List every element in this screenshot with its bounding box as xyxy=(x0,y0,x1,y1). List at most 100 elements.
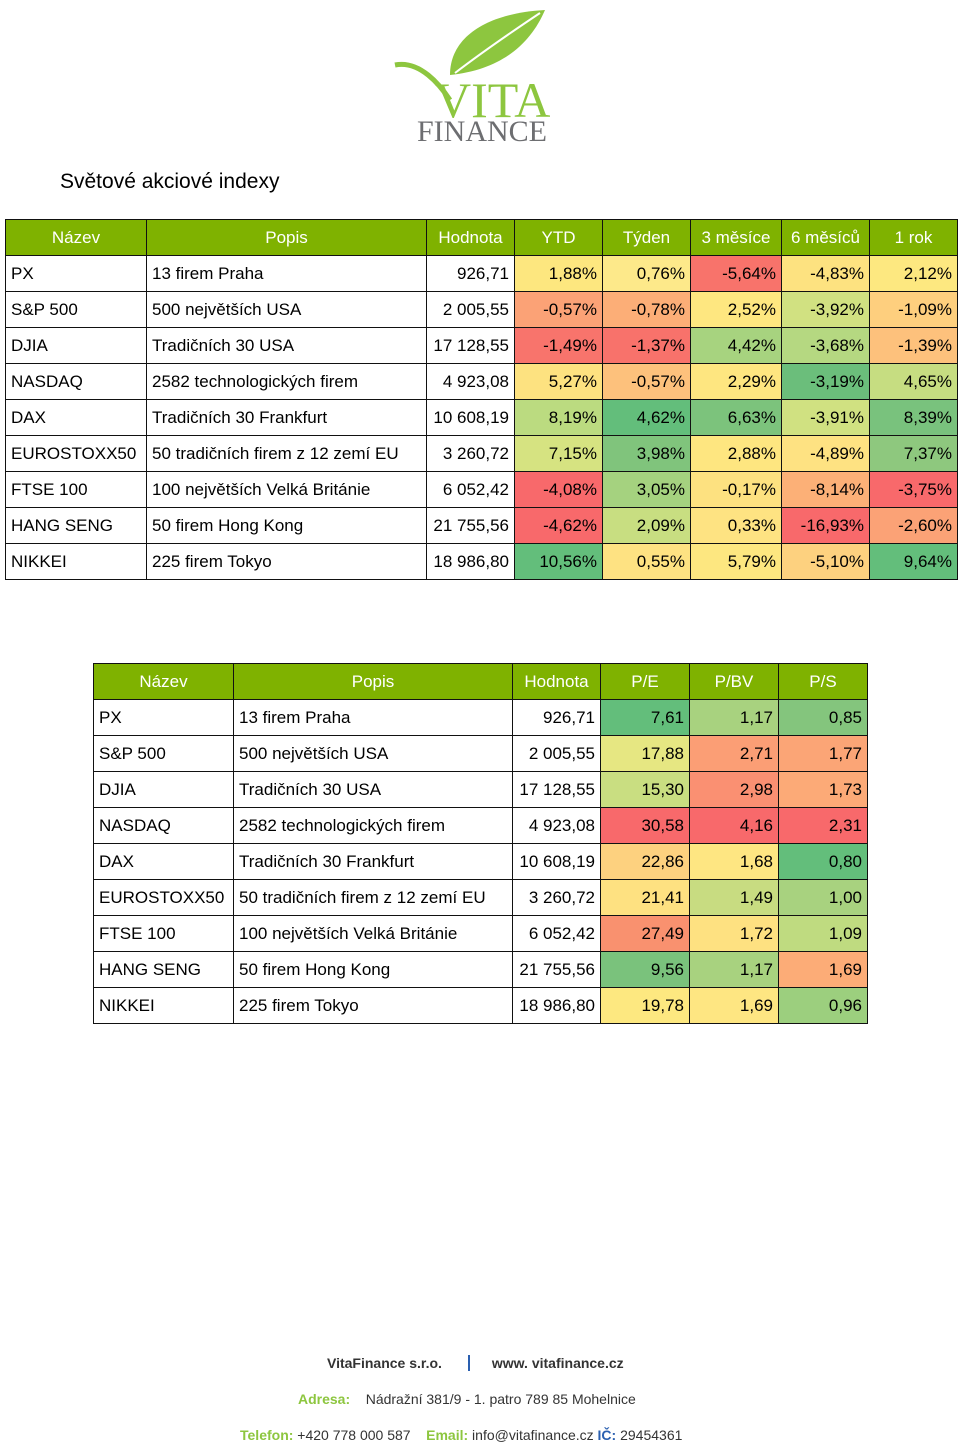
cell-metric: 4,62% xyxy=(602,399,691,436)
cell-value: 4 923,08 xyxy=(426,363,515,400)
cell-value: 18 986,80 xyxy=(512,987,601,1024)
footer-phone: +420 778 000 587 xyxy=(297,1427,411,1443)
footer-address-label: Adresa: xyxy=(298,1391,351,1407)
cell-value: 21 755,56 xyxy=(512,951,601,988)
cell-metric: -16,93% xyxy=(781,507,870,544)
cell-description: 225 firem Tokyo xyxy=(146,543,427,580)
cell-metric: 9,64% xyxy=(869,543,958,580)
cell-metric: 5,27% xyxy=(514,363,603,400)
cell-metric: 3,05% xyxy=(602,471,691,508)
cell-metric: -1,37% xyxy=(602,327,691,364)
cell-metric: -3,75% xyxy=(869,471,958,508)
header-popis: Popis xyxy=(146,219,427,256)
cell-metric: 4,42% xyxy=(690,327,782,364)
cell-value: 926,71 xyxy=(426,255,515,292)
cell-index-name: DAX xyxy=(93,843,234,880)
table-row: S&P 500 500 největších USA 2 005,55 17,88 2,… xyxy=(93,735,868,772)
cell-value: 10 608,19 xyxy=(426,399,515,436)
cell-metric: 6,63% xyxy=(690,399,782,436)
cell-description: 2582 technologických firem xyxy=(146,363,427,400)
cell-index-name: NIKKEI xyxy=(93,987,234,1024)
cell-metric: 15,30 xyxy=(600,771,690,808)
cell-description: 100 největších Velká Británie xyxy=(233,915,513,952)
cell-metric: -4,89% xyxy=(781,435,870,472)
header-ps: P/S xyxy=(778,663,868,700)
cell-index-name: NIKKEI xyxy=(5,543,147,580)
cell-description: 50 firem Hong Kong xyxy=(233,951,513,988)
cell-index-name: DJIA xyxy=(93,771,234,808)
footer-address: Nádražní 381/9 - 1. patro 789 85 Mohelni… xyxy=(365,1391,636,1407)
cell-value: 2 005,55 xyxy=(426,291,515,328)
cell-index-name: DJIA xyxy=(5,327,147,364)
valuation-ratios-table: Název Popis Hodnota P/E P/BV P/S PX 13 fi… xyxy=(93,663,868,1024)
vita-finance-logo: VITA FINANCE xyxy=(380,5,580,150)
cell-metric: 0,80 xyxy=(778,843,868,880)
cell-metric: -3,19% xyxy=(781,363,870,400)
cell-metric: -0,78% xyxy=(602,291,691,328)
footer-phone-label: Telefon: xyxy=(240,1427,294,1443)
cell-metric: -4,62% xyxy=(514,507,603,544)
table-row: S&P 500 500 největších USA 2 005,55 -0,57% -… xyxy=(5,291,958,328)
cell-metric: 1,49 xyxy=(689,879,779,916)
cell-metric: 1,88% xyxy=(514,255,603,292)
table-row: FTSE 100 100 největších Velká Británie 6 0… xyxy=(93,915,868,952)
cell-metric: -3,92% xyxy=(781,291,870,328)
table-row: PX 13 firem Praha 926,71 7,61 1,17 0,85 xyxy=(93,699,868,736)
cell-metric: 1,17 xyxy=(689,951,779,988)
cell-metric: 17,88 xyxy=(600,735,690,772)
cell-description: 13 firem Praha xyxy=(233,699,513,736)
footer-contact-line: Telefon: +420 778 000 587 Email: info@vi… xyxy=(240,1427,682,1443)
cell-metric: 19,78 xyxy=(600,987,690,1024)
table-header-row: Název Popis Hodnota YTD Týden 3 měsíce 6… xyxy=(5,219,958,256)
cell-metric: -1,49% xyxy=(514,327,603,364)
table-row: HANG SENG 50 firem Hong Kong 21 755,56 -4,6… xyxy=(5,507,958,544)
cell-value: 926,71 xyxy=(512,699,601,736)
header-hodnota: Hodnota xyxy=(512,663,601,700)
cell-description: 50 tradičních firem z 12 zemí EU xyxy=(233,879,513,916)
cell-index-name: PX xyxy=(93,699,234,736)
header-ytd: YTD xyxy=(514,219,603,256)
cell-metric: 4,16 xyxy=(689,807,779,844)
cell-value: 10 608,19 xyxy=(512,843,601,880)
table-row: NIKKEI 225 firem Tokyo 18 986,80 19,78 1,69 0… xyxy=(93,987,868,1024)
cell-description: 500 největších USA xyxy=(233,735,513,772)
cell-value: 3 260,72 xyxy=(512,879,601,916)
header-popis: Popis xyxy=(233,663,513,700)
cell-metric: 8,39% xyxy=(869,399,958,436)
cell-metric: 5,79% xyxy=(690,543,782,580)
footer-email-link[interactable]: info@vitafinance.cz xyxy=(472,1427,594,1443)
cell-metric: 1,69 xyxy=(778,951,868,988)
footer-ic-label: IČ: xyxy=(597,1427,617,1443)
cell-index-name: HANG SENG xyxy=(5,507,147,544)
cell-metric: 7,37% xyxy=(869,435,958,472)
cell-description: 13 firem Praha xyxy=(146,255,427,292)
header-tyden: Týden xyxy=(602,219,691,256)
cell-metric: 2,98 xyxy=(689,771,779,808)
cell-value: 6 052,42 xyxy=(512,915,601,952)
cell-metric: -5,10% xyxy=(781,543,870,580)
table-row: HANG SENG 50 firem Hong Kong 21 755,56 9,56… xyxy=(93,951,868,988)
cell-index-name: FTSE 100 xyxy=(5,471,147,508)
cell-metric: 21,41 xyxy=(600,879,690,916)
cell-value: 3 260,72 xyxy=(426,435,515,472)
cell-value: 4 923,08 xyxy=(512,807,601,844)
cell-metric: -8,14% xyxy=(781,471,870,508)
cell-metric: 0,85 xyxy=(778,699,868,736)
cell-metric: 3,98% xyxy=(602,435,691,472)
table-row: FTSE 100 100 největších Velká Británie 6 0… xyxy=(5,471,958,508)
footer-separator xyxy=(467,1355,470,1371)
cell-metric: 1,72 xyxy=(689,915,779,952)
table-header-row: Název Popis Hodnota P/E P/BV P/S xyxy=(93,663,868,700)
cell-index-name: NASDAQ xyxy=(93,807,234,844)
cell-metric: 1,68 xyxy=(689,843,779,880)
cell-metric: 2,09% xyxy=(602,507,691,544)
cell-description: 2582 technologických firem xyxy=(233,807,513,844)
cell-metric: 2,52% xyxy=(690,291,782,328)
cell-metric: 9,56 xyxy=(600,951,690,988)
footer-web-link[interactable]: www. vitafinance.cz xyxy=(491,1355,624,1371)
cell-index-name: HANG SENG xyxy=(93,951,234,988)
cell-description: Tradičních 30 Frankfurt xyxy=(233,843,513,880)
cell-metric: 2,12% xyxy=(869,255,958,292)
cell-metric: 1,00 xyxy=(778,879,868,916)
indices-performance-table: Název Popis Hodnota YTD Týden 3 měsíce 6… xyxy=(5,219,958,580)
